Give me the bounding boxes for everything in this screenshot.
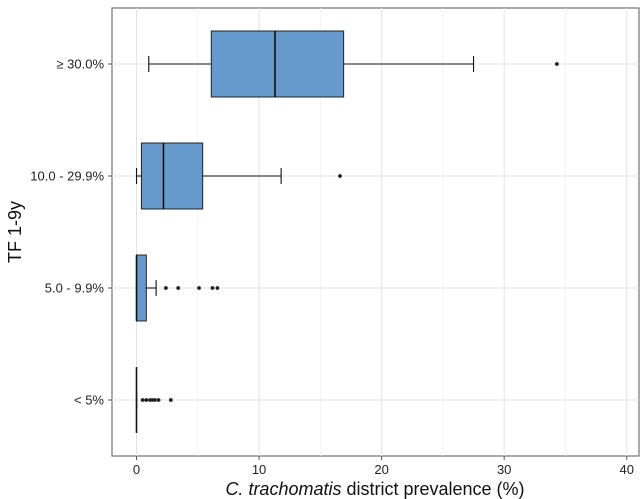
box [210,30,345,98]
outlier-point [176,286,181,290]
y-tick-label: ≥ 30.0% [56,57,104,72]
outlier-point [140,398,145,402]
y-axis-title: TF 1-9y [5,201,25,263]
outlier-point [215,286,220,290]
outlier-point [152,398,157,402]
y-tick-label: < 5% [74,393,104,408]
outlier-point [338,174,342,178]
y-tick-labels: ≥ 30.0% 10.0 - 29.9% 5.0 - 9.9% < 5% [30,57,112,408]
box-group [135,142,342,210]
x-tick-label: 0 [133,462,140,477]
y-tick-label: 5.0 - 9.9% [45,281,105,296]
outlier-point [144,398,149,402]
box-group [148,30,559,98]
box-group [135,254,220,322]
boxes-layer [135,30,559,433]
outlier-point [197,286,201,290]
outlier-point [210,286,215,290]
outlier-point [168,398,173,402]
box [140,142,204,210]
box [136,254,147,322]
x-tick-labels: 0 10 20 30 40 [133,456,634,477]
box-group [135,367,173,433]
x-tick-label: 30 [497,462,511,477]
outlier-point [164,286,168,290]
y-tick-label: 10.0 - 29.9% [30,169,104,184]
x-tick-label: 40 [620,462,634,477]
outlier-point [554,62,559,66]
x-axis-title: C. trachomatis district prevalence (%) [225,479,524,499]
outlier-point [156,398,161,402]
x-axis-title-italic: C. trachomatis [225,479,341,499]
plot-panel [111,7,640,457]
x-tick-label: 20 [374,462,388,477]
x-tick-label: 10 [252,462,266,477]
x-axis-title-rest: district prevalence (%) [341,479,524,499]
